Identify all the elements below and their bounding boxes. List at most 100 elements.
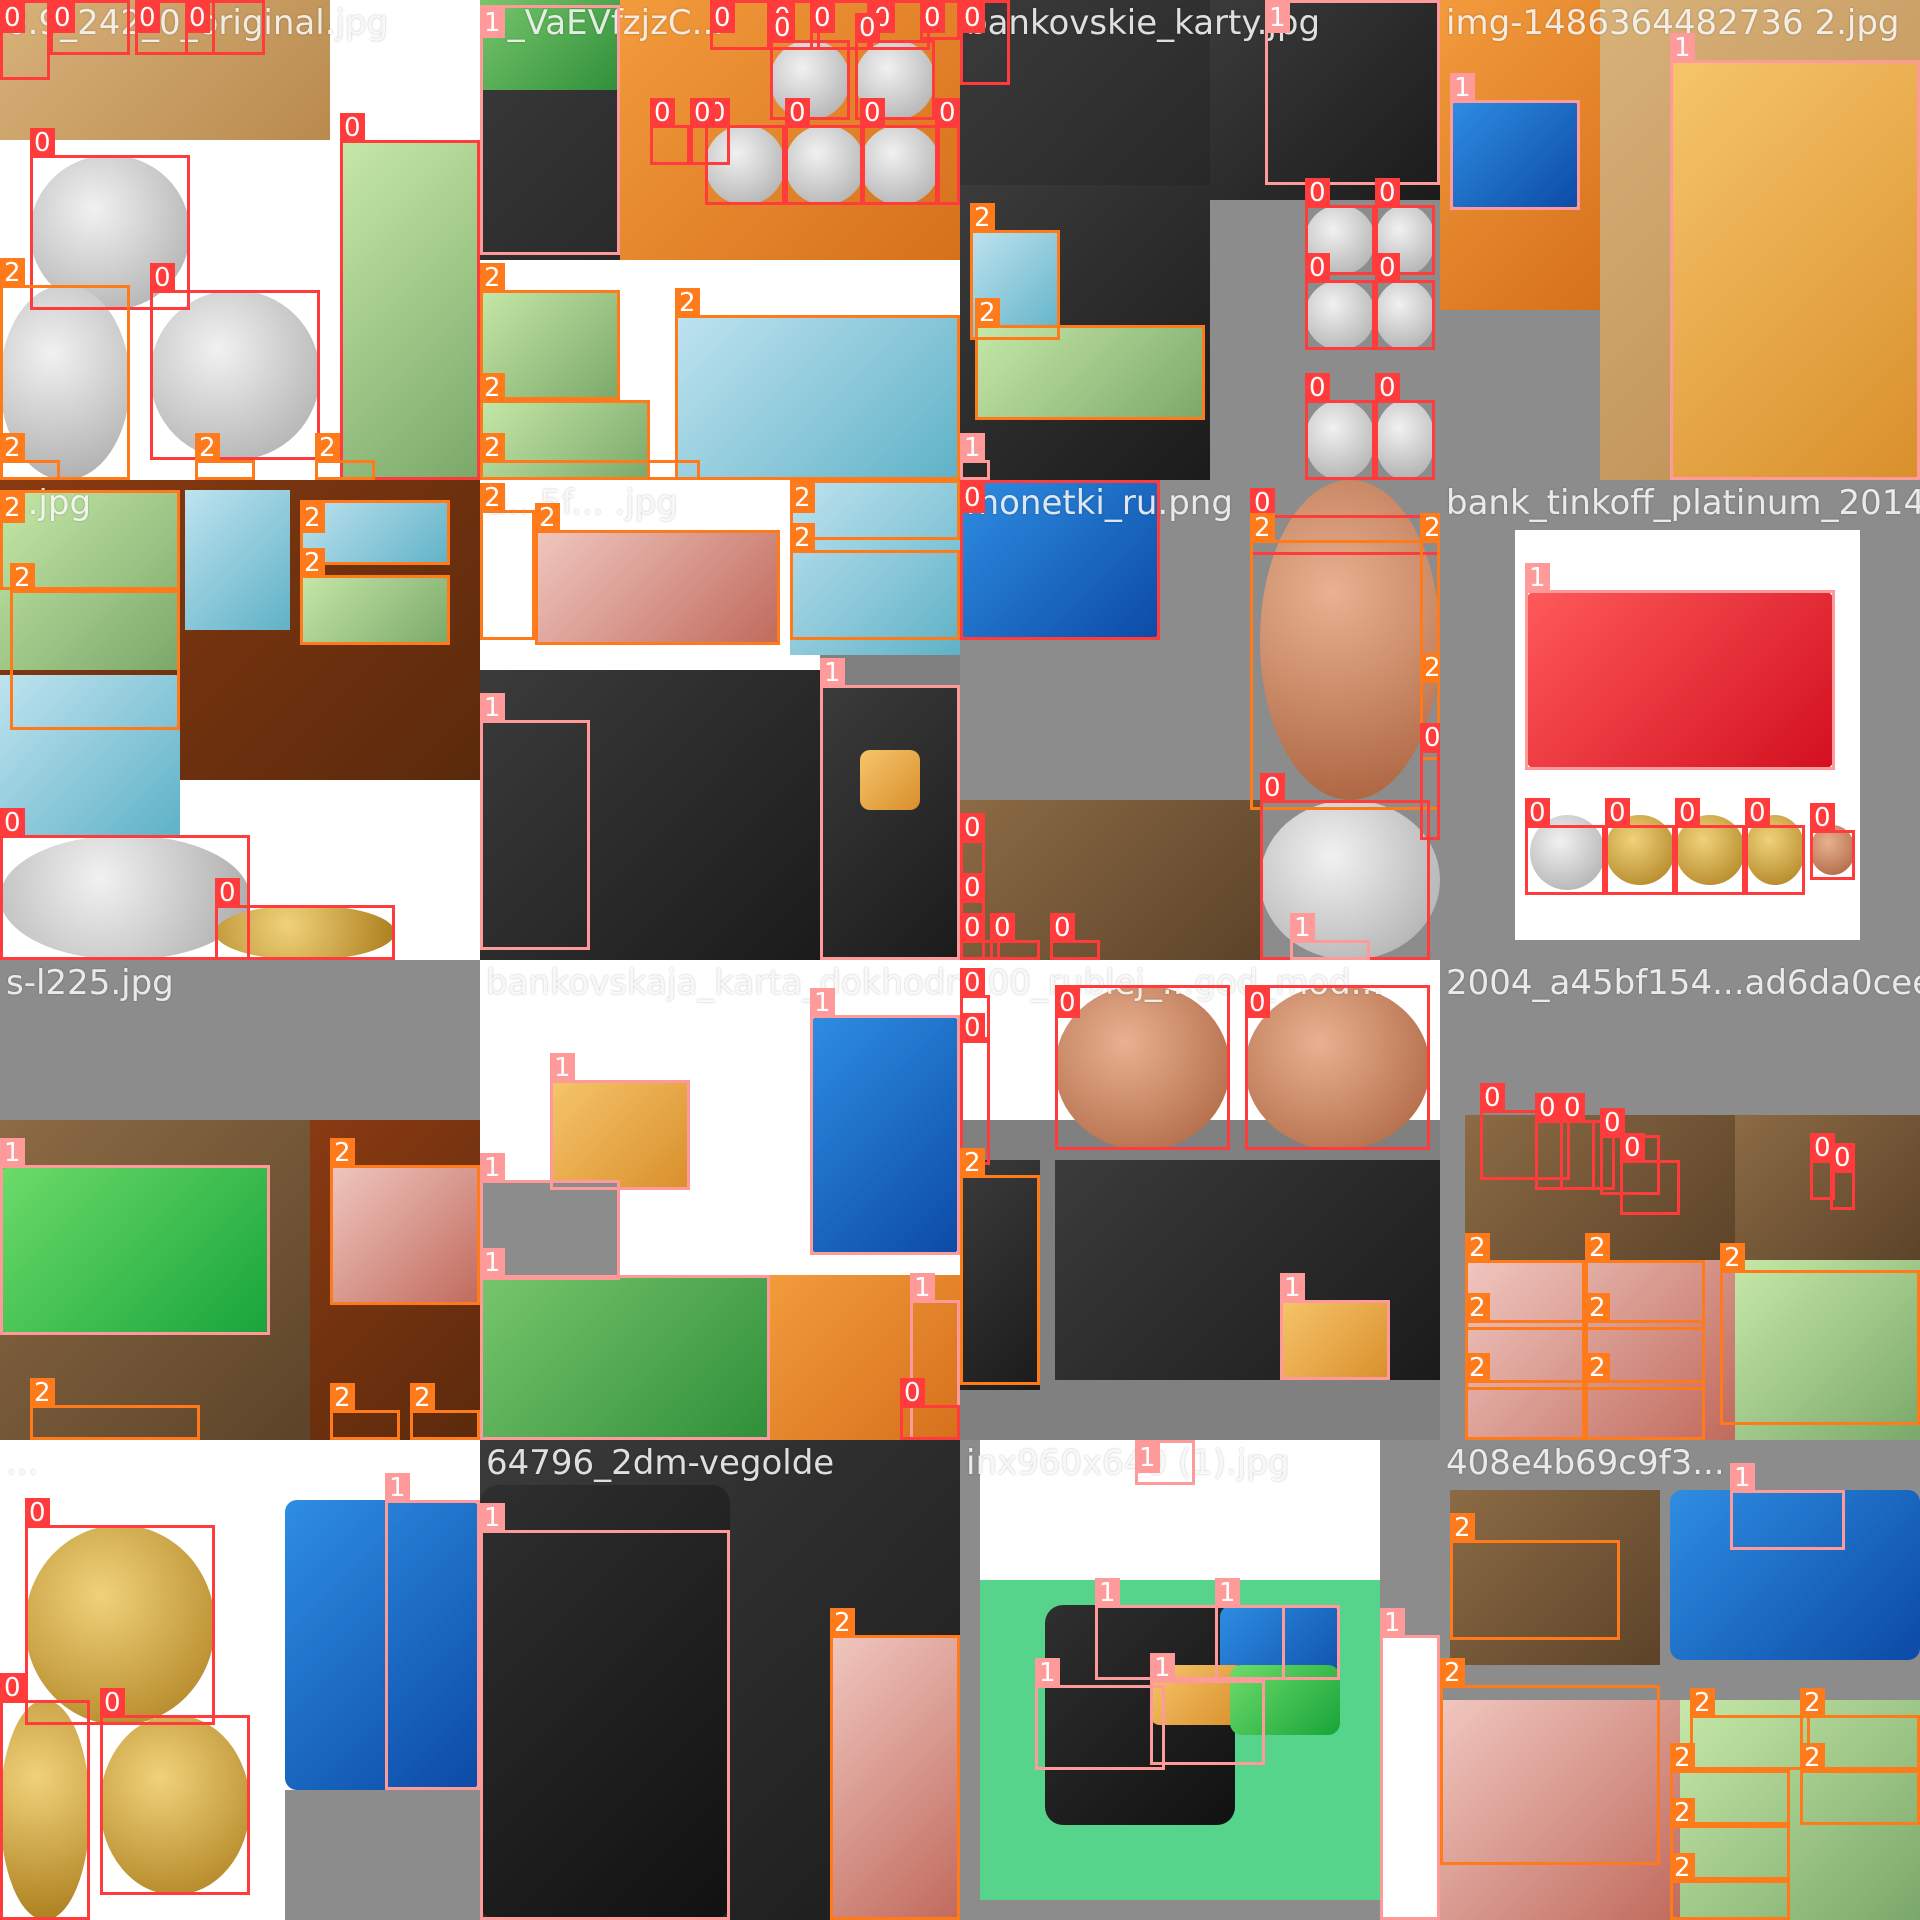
mosaic-tile: 1_VaEVfzjzC...100000000000002222 (480, 0, 960, 480)
mosaic-tile: monetki_ru.png 0 0 2 2 2 0 0 0 0 0 0 0 1 (960, 480, 1440, 960)
detection-box-class-0: 0 (1375, 253, 1435, 350)
image-region (480, 400, 650, 480)
class-label: 0 (900, 1378, 925, 1408)
class-label: 0 (770, 13, 795, 43)
detection-box-class-2: 2 (830, 1608, 960, 1920)
class-label: 0 (1560, 1093, 1585, 1123)
class-label: 0 (960, 483, 985, 513)
detection-box-class-0: 0 (100, 1688, 250, 1895)
detection-box-class-0: 0 (1305, 178, 1375, 275)
detection-box-class-1: 1 (480, 1248, 770, 1440)
image-region (0, 675, 180, 835)
class-label: 0 (1050, 913, 1075, 943)
image-region (1735, 1260, 1920, 1440)
class-label: 1 (910, 1273, 935, 1303)
class-label: 2 (480, 483, 505, 513)
mosaic-tile: 2004_a45bf154...ad6da0cee 0 0 0 0 0 0 0 2 2 2 2 2 2 2 (1440, 960, 1920, 1440)
mosaic-tile: ... 0 0 0 1 (0, 1440, 480, 1920)
class-label: 0 (1480, 1083, 1505, 1113)
image-region (1465, 1260, 1735, 1440)
image-region (480, 1485, 730, 1920)
image-region (535, 530, 780, 645)
detection-box-class-0: 0 (920, 0, 960, 40)
image-region (820, 685, 960, 960)
detection-box-class-2: 2 (675, 288, 960, 480)
image-region (1440, 310, 1600, 480)
image-region (1670, 1490, 1920, 1660)
class-label: 0 (1600, 1108, 1625, 1138)
detection-box-class-0: 0 (25, 1498, 215, 1725)
class-label: 2 (1670, 1853, 1695, 1883)
mosaic-tile: 0.9_242_0_original.jpg00000200222 (0, 0, 480, 480)
detection-box-class-2: 2 (1670, 1743, 1790, 1825)
image-region (770, 40, 850, 120)
mosaic-tile: bank_tinkoff_platinum_2014 1 0 0 0 0 0 (1440, 480, 1920, 960)
detection-box-class-1: 1 (480, 693, 590, 950)
class-label: 2 (535, 503, 560, 533)
class-label: 0 (150, 263, 175, 293)
detection-box-class-2: 2 (1670, 1853, 1790, 1920)
class-label: 2 (330, 1383, 355, 1413)
class-label: 2 (1465, 1353, 1490, 1383)
mosaic-tile: bankovskie_karty.jpg 0 1 2 2 0 0 0 0 0 0 1 (960, 0, 1440, 480)
detection-box-class-1: 1 (1095, 1578, 1285, 1680)
detection-box-class-1: 1 (1280, 1273, 1390, 1380)
detection-box-class-0: 0 (1260, 773, 1430, 960)
class-label: 1 (1450, 73, 1475, 103)
class-label: 1 (480, 1153, 505, 1183)
detection-box-class-1: 1 (1525, 563, 1835, 770)
detection-box-class-0: 0 (1305, 373, 1375, 480)
tile-filename: 2004_a45bf154...ad6da0cee (1446, 963, 1920, 1003)
class-label: 1 (480, 693, 505, 723)
detection-box-class-2: 2 (315, 433, 375, 480)
class-label: 1 (820, 658, 845, 688)
detection-box-class-0: 0 (0, 808, 250, 960)
image-region (1525, 590, 1835, 770)
detection-box-class-0: 0 (960, 913, 1000, 960)
detection-box-class-2: 2 (1800, 1688, 1920, 1770)
image-region (1450, 100, 1580, 210)
class-label: 0 (650, 98, 675, 128)
detection-box-class-1: 1 (1215, 1578, 1340, 1680)
image-region (790, 480, 960, 655)
detection-box-class-0: 0 (1245, 985, 1430, 1150)
detection-box-class-0: 0 (1050, 913, 1100, 960)
image-region (0, 1165, 270, 1335)
class-label: 0 (1260, 773, 1285, 803)
class-label: 1 (550, 1053, 575, 1083)
detection-box-class-2: 2 (1420, 653, 1440, 760)
detection-box-class-2: 2 (1800, 1743, 1920, 1825)
class-label: 1 (1035, 1658, 1060, 1688)
mosaic-tile: bankovskaja_karta_dokhodn... 1 1 1 1 1 0 (480, 960, 960, 1440)
class-label: 2 (1250, 513, 1275, 543)
mosaic-tile: ...jpg 2 2 2 2 0 0 (0, 480, 480, 960)
detection-box-class-0: 0 (960, 1013, 990, 1165)
detection-box-class-1: 1 (480, 1503, 730, 1920)
detection-box-class-0: 0 (1420, 723, 1440, 840)
class-label: 0 (960, 873, 985, 903)
detection-box-class-1: 1 (1150, 1653, 1265, 1765)
mosaic-tile: 64796_2dm-vegolde 1 2 (480, 1440, 960, 1920)
class-label: 2 (330, 1138, 355, 1168)
image-region (1440, 1700, 1680, 1920)
image-region (675, 315, 960, 480)
detection-box-class-2: 2 (1450, 1513, 1620, 1640)
detection-box-class-0: 0 (215, 878, 395, 960)
class-label: 2 (1670, 1798, 1695, 1828)
class-label: 1 (960, 433, 985, 463)
detection-box-class-0: 0 (960, 0, 1010, 85)
class-label: 0 (135, 3, 160, 33)
class-label: 2 (1465, 1233, 1490, 1263)
image-region (285, 1500, 480, 1790)
detection-box-class-0: 0 (900, 1378, 960, 1440)
detection-box-class-0: 0 (1560, 1093, 1615, 1190)
class-label: 1 (480, 1248, 505, 1278)
tile-filename: s-l225.jpg (6, 963, 174, 1003)
class-label: 1 (1135, 1443, 1160, 1473)
tile-filename: 1_VaEVfzjzC... (486, 3, 725, 43)
class-label: 0 (0, 808, 25, 838)
detection-box-class-2: 2 (1440, 1658, 1660, 1865)
image-region (810, 1015, 960, 1255)
detection-box-class-2: 2 (300, 500, 450, 565)
image-region (1450, 1490, 1660, 1665)
